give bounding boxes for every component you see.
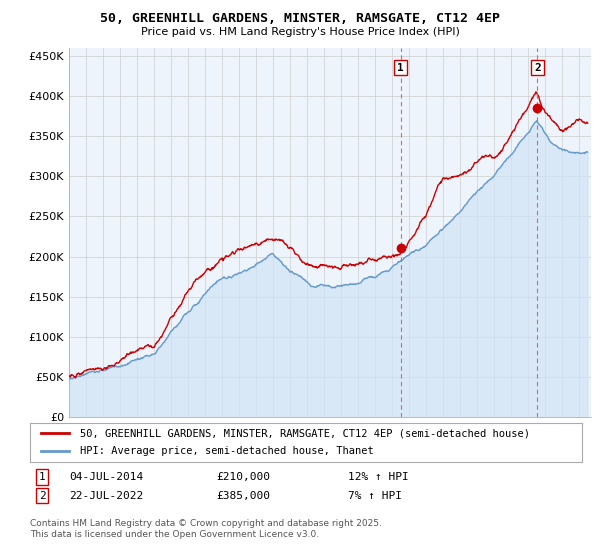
Text: HPI: Average price, semi-detached house, Thanet: HPI: Average price, semi-detached house,… bbox=[80, 446, 373, 456]
Text: 1: 1 bbox=[38, 472, 46, 482]
Text: 50, GREENHILL GARDENS, MINSTER, RAMSGATE, CT12 4EP (semi-detached house): 50, GREENHILL GARDENS, MINSTER, RAMSGATE… bbox=[80, 428, 530, 438]
Text: 7% ↑ HPI: 7% ↑ HPI bbox=[348, 491, 402, 501]
Text: 12% ↑ HPI: 12% ↑ HPI bbox=[348, 472, 409, 482]
Text: 04-JUL-2014: 04-JUL-2014 bbox=[69, 472, 143, 482]
Text: £210,000: £210,000 bbox=[216, 472, 270, 482]
Text: 2: 2 bbox=[534, 63, 541, 73]
Text: Contains HM Land Registry data © Crown copyright and database right 2025.
This d: Contains HM Land Registry data © Crown c… bbox=[30, 519, 382, 539]
Text: 50, GREENHILL GARDENS, MINSTER, RAMSGATE, CT12 4EP: 50, GREENHILL GARDENS, MINSTER, RAMSGATE… bbox=[100, 12, 500, 25]
Text: 2: 2 bbox=[38, 491, 46, 501]
Text: 22-JUL-2022: 22-JUL-2022 bbox=[69, 491, 143, 501]
Text: £385,000: £385,000 bbox=[216, 491, 270, 501]
Text: 1: 1 bbox=[397, 63, 404, 73]
Text: Price paid vs. HM Land Registry's House Price Index (HPI): Price paid vs. HM Land Registry's House … bbox=[140, 27, 460, 37]
